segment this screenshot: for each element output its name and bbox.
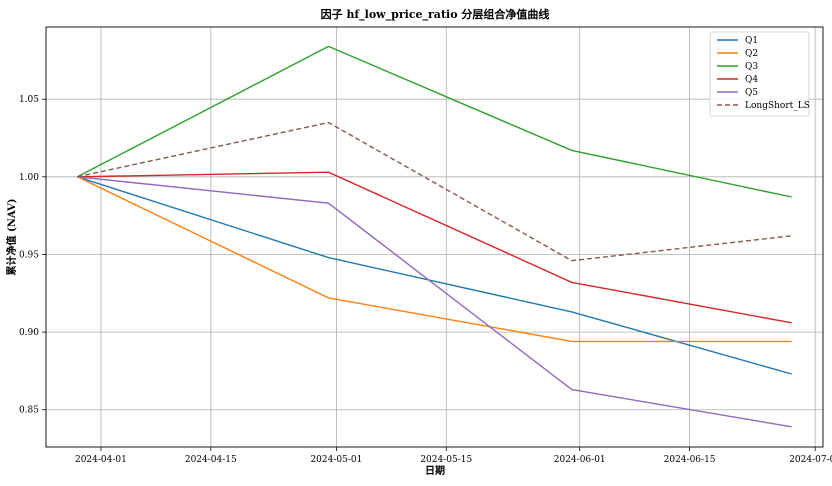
x-tick-label: 2024-06-01	[554, 455, 606, 465]
series-line-q4	[77, 171, 792, 324]
series-line-q3	[77, 45, 792, 198]
x-tick-label: 2024-07-01	[789, 455, 832, 465]
chart-title: 因子 hf_low_price_ratio 分层组合净值曲线	[321, 7, 550, 22]
y-tick-label: 0.85	[19, 406, 39, 416]
legend-label-q4: Q4	[745, 75, 758, 85]
y-tick-label: 0.95	[19, 250, 39, 260]
legend-label-q2: Q2	[745, 49, 758, 59]
x-tick-label: 2024-04-15	[185, 455, 237, 465]
legend-label-longshort-ls: LongShort_LS	[745, 101, 810, 111]
legend-label-q3: Q3	[745, 62, 758, 72]
y-tick-label: 1.00	[19, 173, 39, 183]
series-line-q1	[77, 176, 792, 375]
x-tick-label: 2024-05-15	[420, 455, 472, 465]
legend-label-q5: Q5	[745, 88, 758, 98]
series-lines	[77, 45, 792, 428]
series-line-longshort-ls	[77, 121, 792, 262]
series-line-q5	[77, 176, 792, 428]
x-tick-label: 2024-06-15	[664, 455, 716, 465]
x-axis-title: 日期	[425, 464, 445, 477]
x-tick-label: 2024-04-01	[75, 455, 127, 465]
series-line-q2	[77, 176, 792, 343]
axis-ticks: 2024-04-01 2024-04-15 2024-05-01 2024-05-15…	[19, 95, 832, 465]
legend-label-q1: Q1	[745, 36, 758, 46]
x-tick-label: 2024-05-01	[310, 455, 362, 465]
y-tick-label: 0.90	[19, 328, 39, 338]
plot-frame	[45, 26, 824, 448]
y-axis-title: 累计净值 (NAV)	[5, 199, 18, 276]
legend: Q1 Q2 Q3 Q4 Q5 LongShort_LS	[709, 31, 810, 117]
y-tick-label: 1.05	[19, 95, 39, 105]
